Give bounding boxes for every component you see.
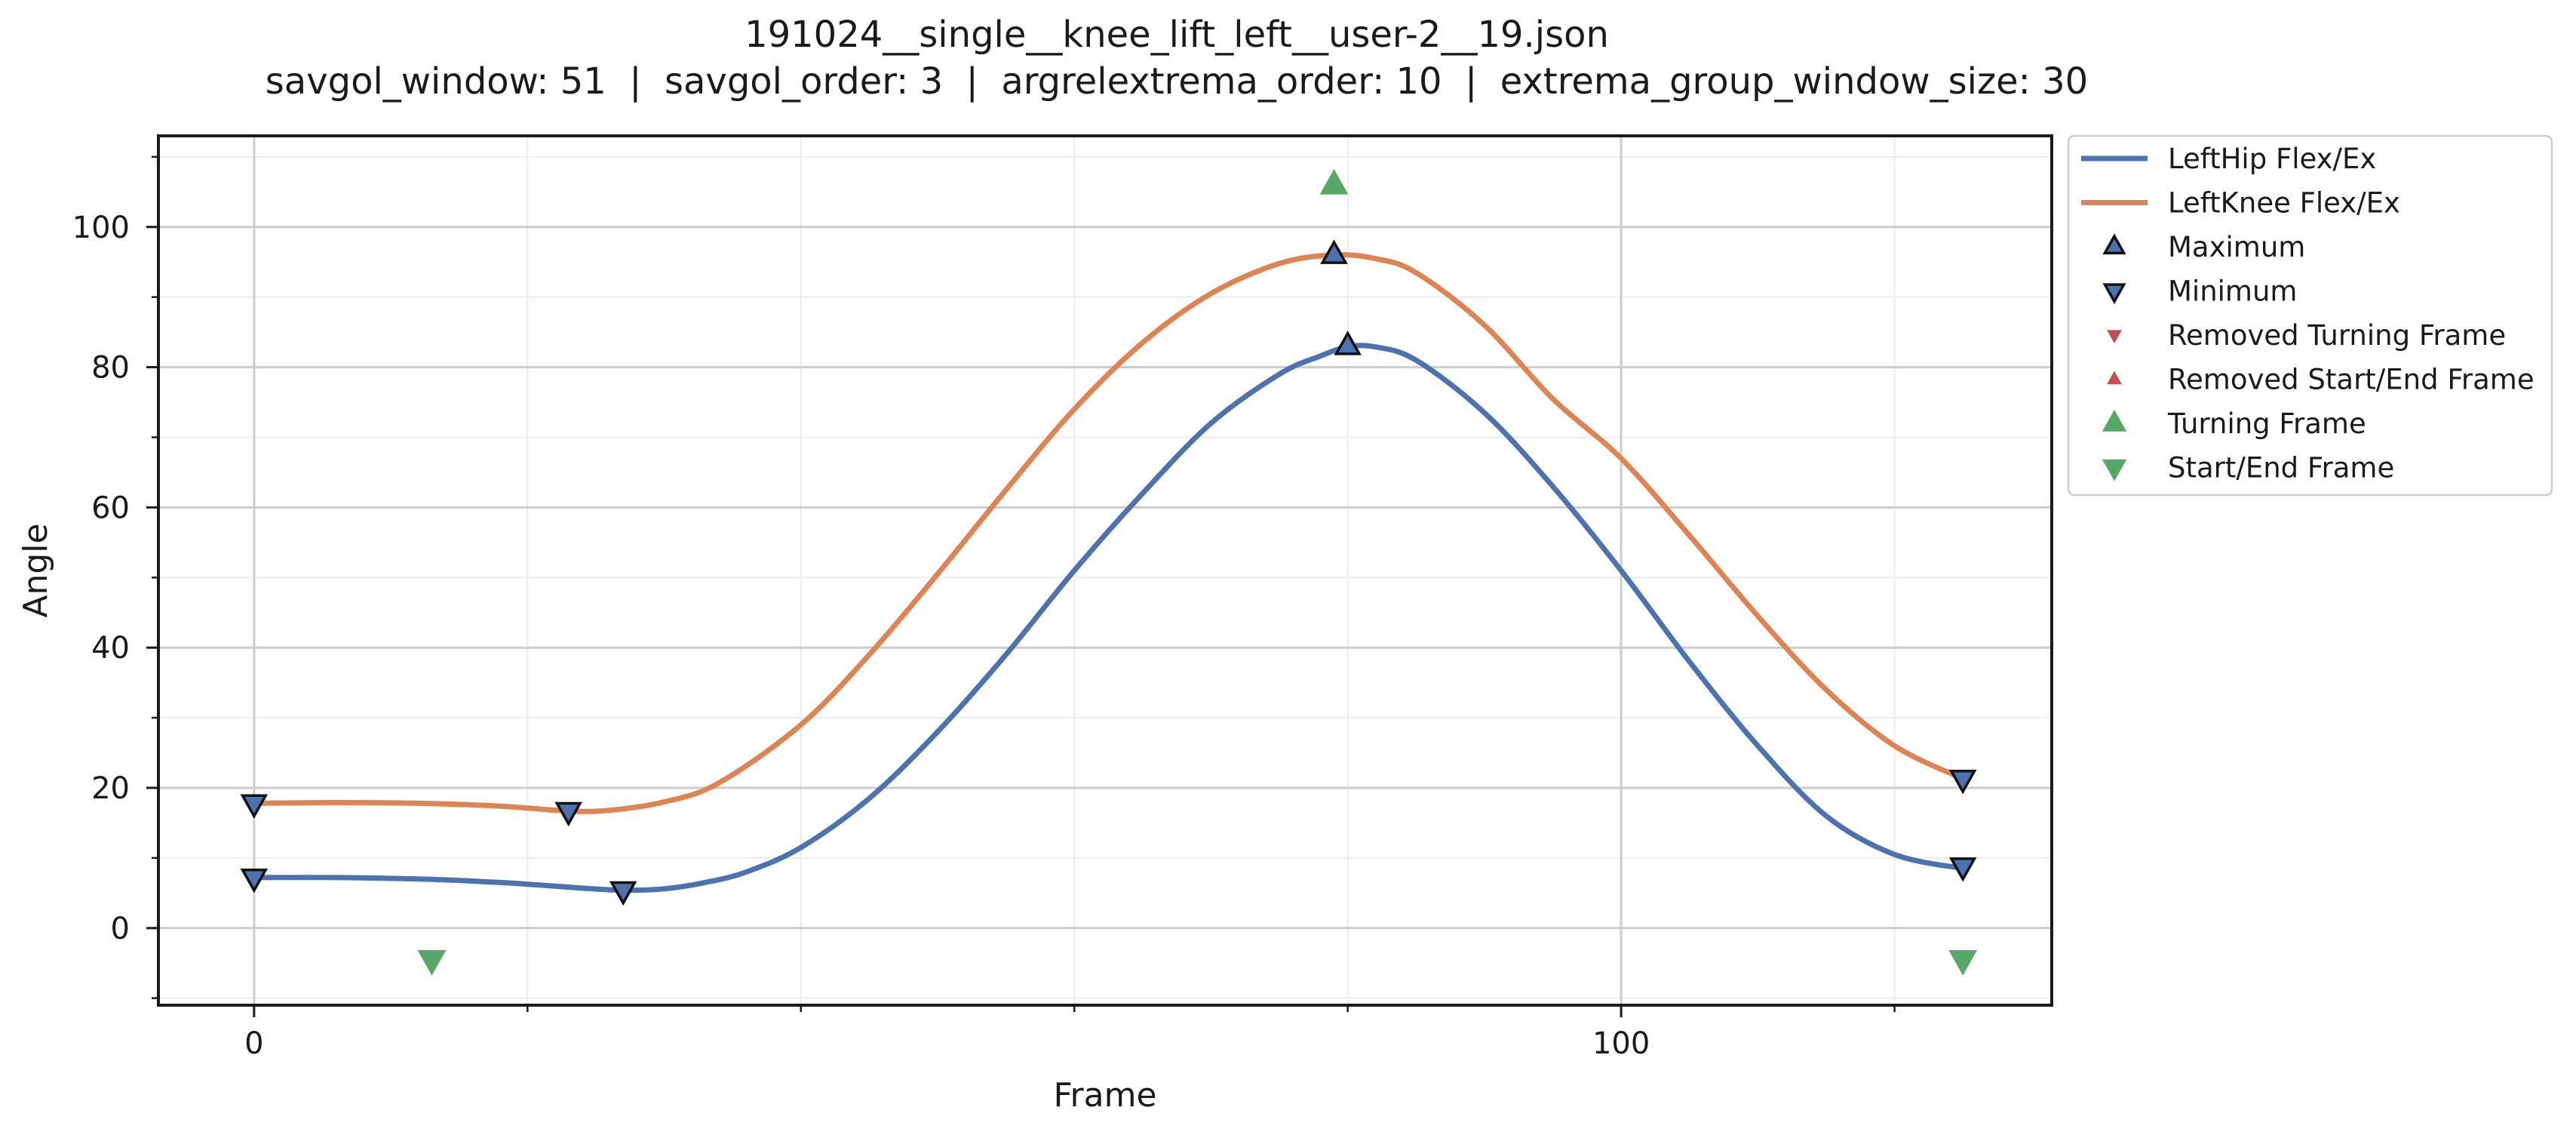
y-tick-label: 0	[111, 912, 130, 946]
y-tick-label: 100	[72, 211, 130, 245]
marker-minimum	[554, 801, 582, 827]
marker-minimum	[1948, 769, 1977, 795]
marker-start-end-frame	[417, 950, 447, 976]
x-tick-label: 100	[1592, 1026, 1650, 1061]
y-tick-label: 40	[91, 631, 130, 666]
legend-handle-marker	[2107, 371, 2122, 385]
x-axis-label: Frame	[1053, 1076, 1156, 1115]
x-tick-label: 0	[244, 1026, 263, 1061]
marker-minimum	[240, 794, 269, 820]
series-line-lefthip	[251, 343, 1966, 893]
legend-label: Removed Start/End Frame	[2168, 364, 2535, 396]
legend-handle-marker	[2102, 283, 2126, 305]
marker-maximum	[1320, 239, 1348, 264]
legend-handle-marker	[2102, 233, 2126, 255]
y-axis-label: Angle	[17, 523, 55, 617]
legend-box	[2067, 134, 2553, 497]
legend-label: Start/End Frame	[2168, 452, 2394, 484]
markers	[240, 169, 1978, 976]
marker-minimum	[609, 881, 637, 906]
legend-label: Turning Frame	[2167, 408, 2366, 440]
marker-maximum	[1334, 331, 1362, 355]
y-tick-label: 20	[91, 771, 130, 806]
legend-label: Minimum	[2168, 275, 2297, 308]
legend-handle-marker	[2107, 330, 2122, 343]
y-tick-label: 60	[91, 491, 130, 525]
y-tick-label: 80	[91, 351, 130, 386]
legend-label: Maximum	[2168, 231, 2305, 263]
legend: LeftHip Flex/Ex LeftKnee Flex/Ex Maximum Mi…	[2067, 134, 2553, 497]
series-lines	[251, 252, 1966, 893]
marker-turning-frame	[1319, 169, 1349, 195]
legend-label: LeftHip Flex/Ex	[2168, 143, 2376, 175]
chart-title: 191024__single__knee_lift_left__user-2__…	[745, 14, 1609, 56]
marker-start-end-frame	[1948, 950, 1978, 976]
chart-subtitle: savgol_window: 51 | savgol_order: 3 | ar…	[265, 60, 2089, 103]
axis-ticks: 0 20 40 60 80 100 0 100	[72, 155, 1896, 1061]
legend-handle-marker	[2102, 459, 2127, 481]
legend-label: Removed Turning Frame	[2168, 319, 2506, 352]
marker-minimum	[1948, 857, 1977, 882]
series-line-leftknee	[251, 252, 1966, 814]
grid	[158, 136, 2052, 1005]
marker-minimum	[240, 868, 269, 893]
plot-frame	[157, 134, 2053, 1007]
legend-handle-marker	[2102, 410, 2127, 432]
legend-label: LeftKnee Flex/Ex	[2168, 187, 2400, 220]
